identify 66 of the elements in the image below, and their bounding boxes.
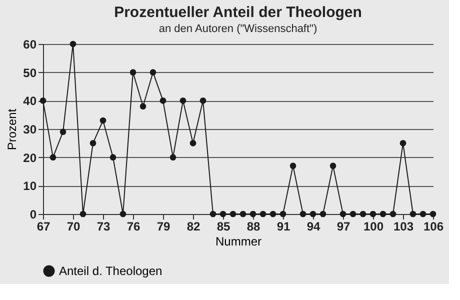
point [320,210,326,218]
point [270,210,276,218]
y-tick-label: 30 [23,122,37,136]
legend-label: Anteil d. Theologen [59,264,162,278]
point [290,162,296,169]
x-tick-label: 106 [423,220,444,234]
point [160,98,166,104]
point [220,210,226,218]
x-tick-label: 94 [306,220,320,234]
point [300,210,306,218]
y-tick-label: 60 [23,38,37,52]
point [50,154,56,160]
x-tick-label: 82 [186,220,200,234]
y-tick-label: 20 [23,150,37,165]
point [150,69,156,76]
point [100,117,106,124]
point [280,210,286,218]
point [170,154,176,160]
point [40,98,46,104]
y-axis-title: Prozent [5,108,20,150]
point [200,98,206,104]
y-tick-label: 0 [30,208,37,222]
point [130,69,136,76]
x-tick-label: 97 [336,220,350,234]
point [380,210,386,218]
point [310,210,316,218]
y-tick-label: 50 [23,66,37,80]
point [420,210,426,218]
point [400,140,406,146]
point [180,98,186,104]
point [70,40,76,48]
x-tick-label: 88 [246,220,260,234]
point [110,154,116,160]
point [330,162,336,169]
chart-title: Prozentueller Anteil der Theologen [114,4,362,21]
x-tick-label: 79 [156,220,170,234]
y-tick-label: 10 [23,179,37,194]
x-tick-label: 76 [126,220,140,234]
x-tick-label: 70 [66,220,80,234]
x-tick-label: 100 [363,220,384,234]
point [230,210,236,218]
point [210,210,216,218]
point [350,210,356,218]
point [60,128,66,135]
point [340,210,346,218]
y-tick-label: 40 [23,94,37,108]
x-tick-label: 91 [276,220,290,234]
point [410,210,416,218]
point [370,210,376,218]
point [390,210,396,218]
x-tick-label: 103 [393,220,414,234]
point [90,140,96,146]
point [80,210,86,218]
point [190,140,196,146]
chart-subtitle: an den Autoren ("Wissenschaft") [158,23,318,35]
point [260,210,266,218]
x-tick-label: 85 [216,220,230,234]
point [430,210,436,218]
point [140,103,146,110]
point [360,210,366,218]
point [240,210,246,218]
point [120,210,126,218]
point [250,210,256,218]
x-tick-label: 67 [36,220,50,234]
x-tick-label: 73 [96,220,110,234]
x-axis-title: Nummer [215,234,262,248]
